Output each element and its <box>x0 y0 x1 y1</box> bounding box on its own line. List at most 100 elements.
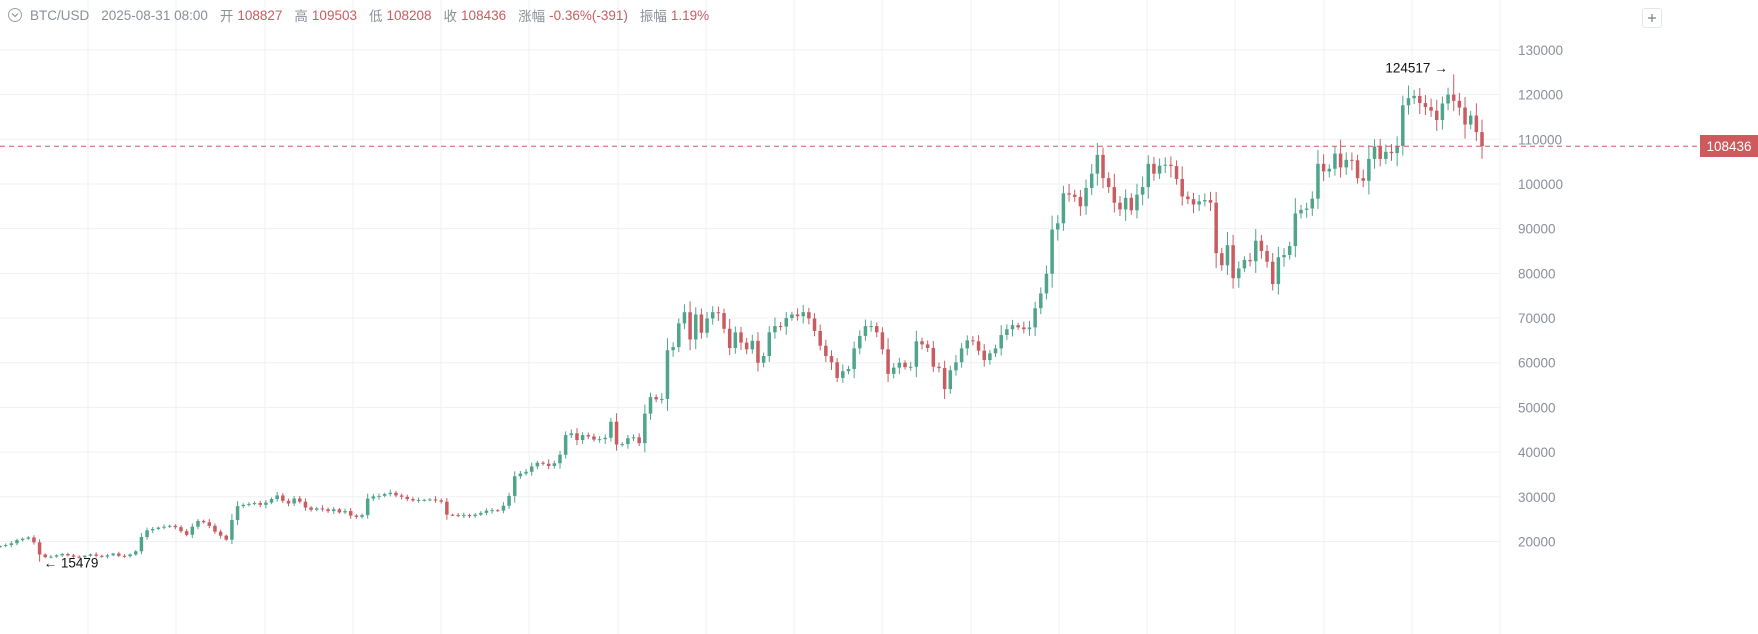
candle-body <box>761 356 766 363</box>
candle-body <box>1010 325 1015 330</box>
candle-body <box>303 501 308 508</box>
candle-body <box>1367 158 1371 181</box>
candle-body <box>145 530 149 538</box>
candle-body <box>292 498 296 504</box>
y-tick-label: 20000 <box>1518 534 1556 549</box>
candle-body <box>818 330 822 346</box>
candle-body <box>1203 200 1207 202</box>
candle-body <box>1214 202 1218 254</box>
candle-body <box>1225 245 1230 266</box>
candle-body <box>501 505 506 511</box>
candle-body <box>43 554 48 558</box>
candle-body <box>26 537 31 539</box>
candle-body <box>677 323 681 348</box>
candle-body <box>682 312 687 324</box>
candle-body <box>399 495 404 497</box>
candle-body <box>422 499 426 501</box>
candle-body <box>1395 145 1399 154</box>
candle-body <box>100 555 104 557</box>
candle-body <box>286 500 291 504</box>
candle-body <box>988 353 992 361</box>
candle-body <box>1157 165 1162 174</box>
max-price-marker: 124517 → <box>1385 60 1447 75</box>
candle-body <box>597 439 602 441</box>
candle-body <box>433 499 438 501</box>
candle-body <box>467 515 472 517</box>
candle-body <box>462 515 466 517</box>
candle-body <box>1140 187 1145 195</box>
candle-body <box>609 421 613 438</box>
candle-body <box>954 362 958 371</box>
high-value: 109503 <box>311 7 357 23</box>
close-label: 收 <box>443 9 458 24</box>
candle-body <box>546 463 551 466</box>
extreme-markers: 124517 → ← 15479 <box>44 60 1448 570</box>
candle-body <box>479 512 483 515</box>
candle-body <box>665 350 670 399</box>
candle-body <box>1072 194 1077 197</box>
candle-body <box>1237 268 1241 279</box>
candle-body <box>1418 95 1422 104</box>
candle-body <box>858 335 862 349</box>
candle-body <box>541 462 545 464</box>
last-price-tag: 108436 <box>1700 135 1758 158</box>
chevron-down-icon[interactable] <box>8 8 22 22</box>
candle-body <box>1265 250 1269 262</box>
candle-body <box>173 525 178 528</box>
candle-body <box>1174 166 1179 180</box>
y-axis: 20000 30000 40000 50000 60000 70000 80000 90000… <box>1518 43 1563 550</box>
candle-body <box>1146 163 1151 188</box>
candle-body <box>348 511 353 516</box>
candle-body <box>71 555 76 557</box>
candle-body <box>1423 103 1428 108</box>
candle-body <box>1186 196 1190 200</box>
candle-body <box>1293 213 1298 247</box>
candle-body <box>586 435 591 437</box>
candle-body <box>897 362 902 368</box>
candle-body <box>326 509 330 512</box>
candle-body <box>394 492 398 496</box>
candle-body <box>1474 115 1479 133</box>
candle-body <box>1253 240 1258 262</box>
candle-body <box>1152 163 1156 174</box>
candle-body <box>693 314 698 340</box>
candle-body <box>999 335 1003 349</box>
candle-body <box>1050 229 1054 274</box>
candle-body <box>643 413 647 444</box>
candle-body <box>529 466 534 472</box>
y-tick-label: 60000 <box>1518 356 1556 371</box>
candle-body <box>230 520 234 540</box>
candle-body <box>558 454 562 464</box>
candle-body <box>1270 261 1275 285</box>
candle-body <box>965 340 970 349</box>
candle-body <box>914 341 919 367</box>
candle-body <box>139 537 144 552</box>
candle-body <box>167 525 172 527</box>
candle-body <box>1033 308 1037 328</box>
candle-body <box>535 462 540 467</box>
candle-body <box>111 553 115 556</box>
candle-body <box>863 326 868 336</box>
fullscreen-icon[interactable] <box>1642 8 1662 28</box>
candle-body <box>1451 94 1456 101</box>
candle-body <box>105 555 110 557</box>
candle-body <box>1106 178 1111 188</box>
candle-body <box>360 515 364 517</box>
candle-body <box>134 551 138 555</box>
datetime-label: 2025-08-31 08:00 <box>101 7 208 23</box>
amplitude-label: 振幅 <box>639 9 667 24</box>
y-tick-label: 130000 <box>1518 43 1563 58</box>
candle-body <box>1434 110 1439 121</box>
candle-body <box>1078 196 1083 207</box>
candle-body <box>812 318 817 331</box>
candle-body <box>490 510 494 512</box>
candle-body <box>315 508 319 510</box>
candle-body <box>1299 209 1303 214</box>
candle-body <box>1480 132 1484 147</box>
candle-body <box>1372 146 1377 159</box>
candle-body <box>773 326 777 333</box>
candle-body <box>722 313 726 329</box>
candle-body <box>343 511 347 513</box>
candle-body <box>411 499 415 501</box>
